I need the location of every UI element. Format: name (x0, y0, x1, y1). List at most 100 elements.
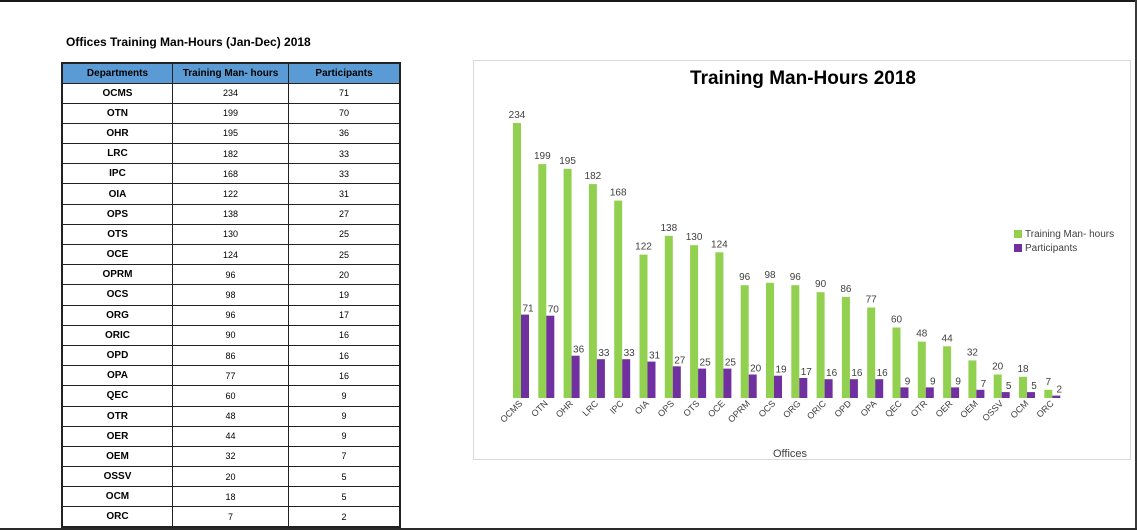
bar-training-man-hours[interactable] (892, 327, 901, 399)
bar-training-man-hours[interactable] (968, 360, 977, 398)
column-header-departments[interactable]: Departments (61, 62, 173, 84)
chart-area[interactable]: Training Man-Hours 2018 Offices 234 71 199… (473, 60, 1131, 460)
column-header-training-man-hours[interactable]: Training Man- hours (171, 62, 290, 84)
cell-training-man-hours[interactable]: 234 (171, 82, 290, 104)
cell-training-man-hours[interactable]: 60 (171, 385, 290, 407)
bar-training-man-hours[interactable] (867, 307, 876, 399)
bar-participants[interactable] (622, 359, 631, 398)
bar-participants[interactable] (723, 368, 732, 398)
cell-participants[interactable]: 25 (288, 243, 401, 266)
bar-training-man-hours[interactable] (538, 164, 547, 398)
cell-participants[interactable]: 33 (288, 163, 401, 185)
cell-participants[interactable]: 16 (288, 344, 401, 367)
bar-participants[interactable] (1001, 392, 1010, 398)
cell-participants[interactable]: 19 (288, 284, 401, 306)
bar-participants[interactable] (748, 374, 757, 399)
bar-participants[interactable] (925, 387, 934, 398)
cell-training-man-hours[interactable]: 96 (171, 304, 290, 326)
bar-participants[interactable] (571, 355, 580, 398)
cell-participants[interactable]: 2 (288, 506, 401, 528)
cell-department[interactable]: ORIC (61, 324, 173, 346)
cell-department[interactable]: OEM (61, 445, 173, 468)
cell-training-man-hours[interactable]: 195 (171, 122, 290, 145)
bar-training-man-hours[interactable] (1044, 389, 1053, 398)
cell-department[interactable]: OCM (61, 486, 173, 508)
bar-participants[interactable] (596, 359, 605, 398)
bar-participants[interactable] (976, 389, 985, 398)
cell-training-man-hours[interactable]: 96 (171, 264, 290, 286)
cell-department[interactable]: OTR (61, 405, 173, 427)
bar-participants[interactable] (951, 387, 960, 398)
bar-participants[interactable] (875, 379, 884, 398)
cell-department[interactable]: ORC (61, 506, 173, 528)
cell-training-man-hours[interactable]: 98 (171, 284, 290, 306)
cell-department[interactable]: ORG (61, 304, 173, 326)
bar-training-man-hours[interactable] (766, 282, 774, 398)
cell-participants[interactable]: 27 (288, 203, 401, 225)
cell-training-man-hours[interactable]: 32 (171, 445, 290, 468)
cell-training-man-hours[interactable]: 77 (171, 365, 290, 387)
bar-participants[interactable] (1052, 395, 1061, 398)
chart-legend[interactable]: Training Man- hours Participants (1014, 229, 1114, 254)
bar-training-man-hours[interactable] (791, 285, 800, 398)
bar-training-man-hours[interactable] (513, 123, 521, 398)
bar-training-man-hours[interactable] (614, 200, 623, 398)
cell-department[interactable]: OCS (61, 284, 173, 306)
bar-participants[interactable] (521, 314, 529, 398)
cell-department[interactable]: OTN (61, 102, 173, 124)
bar-participants[interactable] (647, 361, 656, 398)
cell-training-man-hours[interactable]: 18 (171, 486, 290, 508)
bar-training-man-hours[interactable] (917, 341, 926, 398)
bar-training-man-hours[interactable] (664, 235, 673, 398)
cell-training-man-hours[interactable]: 130 (171, 223, 290, 246)
cell-training-man-hours[interactable]: 124 (171, 243, 290, 266)
cell-training-man-hours[interactable]: 20 (171, 466, 290, 488)
bar-participants[interactable] (698, 368, 707, 398)
cell-participants[interactable]: 20 (288, 264, 401, 286)
bar-participants[interactable] (799, 378, 808, 398)
cell-training-man-hours[interactable]: 199 (171, 102, 290, 124)
cell-training-man-hours[interactable]: 48 (171, 405, 290, 427)
bar-participants[interactable] (849, 379, 858, 398)
cell-training-man-hours[interactable]: 44 (171, 425, 290, 447)
cell-participants[interactable]: 5 (288, 486, 401, 508)
cell-training-man-hours[interactable]: 182 (171, 143, 290, 165)
bar-training-man-hours[interactable] (639, 254, 648, 398)
cell-participants[interactable]: 71 (288, 82, 401, 104)
cell-participants[interactable]: 70 (288, 102, 401, 124)
column-header-participants[interactable]: Participants (288, 62, 401, 84)
cell-training-man-hours[interactable]: 168 (171, 163, 290, 185)
cell-participants[interactable]: 25 (288, 223, 401, 246)
bar-training-man-hours[interactable] (841, 296, 850, 398)
cell-participants[interactable]: 33 (288, 143, 401, 165)
cell-participants[interactable]: 9 (288, 385, 401, 407)
bar-training-man-hours[interactable] (1019, 376, 1027, 398)
cell-participants[interactable]: 31 (288, 183, 401, 205)
cell-participants[interactable]: 16 (288, 365, 401, 387)
cell-department[interactable]: OPRM (61, 264, 173, 286)
bar-training-man-hours[interactable] (993, 374, 1002, 399)
cell-department[interactable]: IPC (61, 163, 173, 185)
bar-participants[interactable] (900, 387, 909, 398)
cell-participants[interactable]: 9 (288, 405, 401, 427)
bar-training-man-hours[interactable] (563, 168, 572, 398)
cell-training-man-hours[interactable]: 86 (171, 344, 290, 367)
cell-department[interactable]: QEC (61, 385, 173, 407)
cell-participants[interactable]: 17 (288, 304, 401, 326)
cell-participants[interactable]: 9 (288, 425, 401, 447)
bar-participants[interactable] (824, 379, 833, 398)
bar-training-man-hours[interactable] (816, 292, 825, 398)
bar-training-man-hours[interactable] (740, 285, 749, 398)
cell-participants[interactable]: 5 (288, 466, 401, 488)
cell-department[interactable]: OHR (61, 122, 173, 145)
bar-participants[interactable] (546, 315, 555, 398)
cell-participants[interactable]: 36 (288, 122, 401, 145)
cell-department[interactable]: OPD (61, 344, 173, 367)
bar-training-man-hours[interactable] (690, 245, 699, 398)
bar-participants[interactable] (1027, 392, 1035, 398)
cell-participants[interactable]: 7 (288, 445, 401, 468)
cell-department[interactable]: LRC (61, 143, 173, 165)
cell-department[interactable]: OIA (61, 183, 173, 205)
cell-participants[interactable]: 16 (288, 324, 401, 346)
cell-department[interactable]: OCMS (61, 82, 173, 104)
